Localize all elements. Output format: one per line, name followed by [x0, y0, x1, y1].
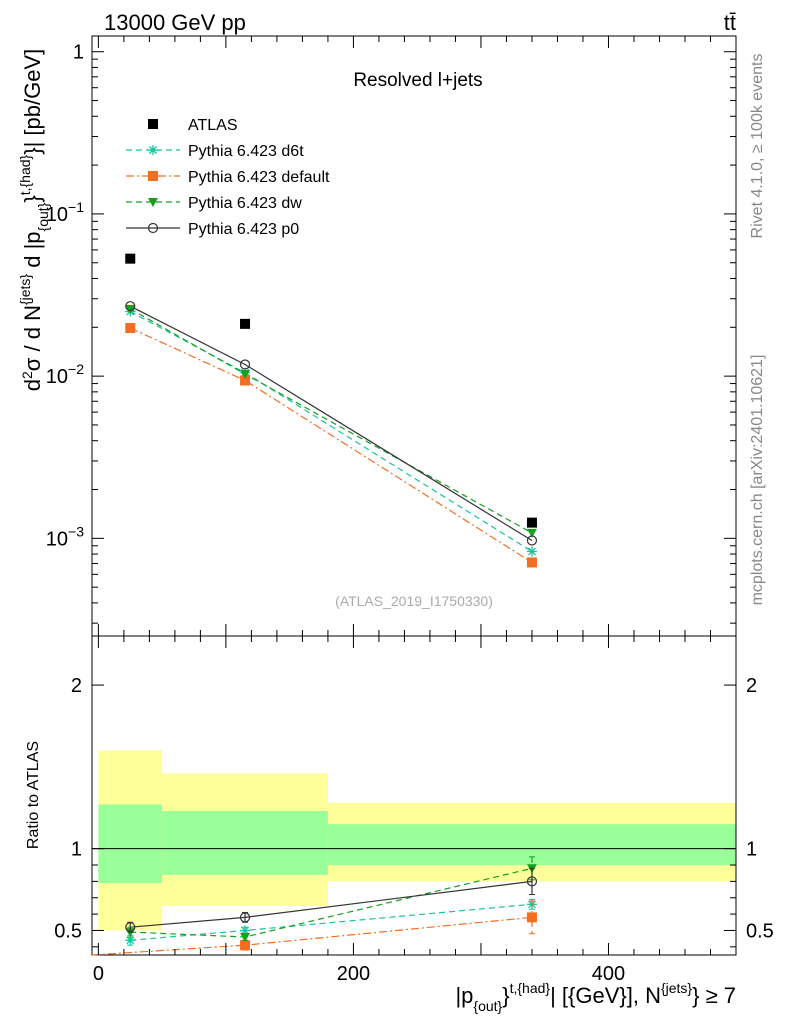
legend-label: ATLAS	[188, 117, 238, 134]
ratio-data-point	[239, 912, 251, 923]
x-tick-label: 0	[93, 963, 104, 985]
uncertainty-band-green	[162, 811, 328, 875]
ratio-series-line	[91, 916, 533, 956]
main-title: Resolved l+jets	[353, 70, 482, 91]
ratio-y-tick-label-right: 0.5	[746, 920, 774, 942]
main-series-line	[129, 305, 533, 541]
main-panel: Resolved l+jets (ATLAS_2019_I1750330) 1 1…	[17, 35, 737, 637]
energy-label: 13000 GeV pp	[104, 10, 246, 35]
main-data-point	[125, 253, 136, 264]
ratio-y-tick-label: 0.5	[54, 920, 82, 942]
legend-label: Pythia 6.423 dw	[188, 195, 302, 212]
x-axis-label: |p{out}}t,{had}| [{GeV}], N{jets}} ≥ 7	[455, 980, 736, 1014]
main-y-tick-label: 10−2	[46, 361, 84, 388]
legend-label: Pythia 6.423 default	[188, 169, 330, 186]
main-data-point	[526, 535, 538, 546]
mcplots-label: mcplots.cern.ch [arXiv:2401.10621]	[749, 355, 766, 606]
main-y-tick-label: 10−3	[46, 523, 84, 550]
x-tick-label: 400	[592, 963, 625, 985]
main-data-point	[125, 304, 136, 314]
legend-label: Pythia 6.423 d6t	[188, 143, 304, 160]
ratio-frame	[91, 635, 737, 956]
ratio-y-tick-label-right: 1	[746, 839, 757, 861]
main-y-tick-label: 10−1	[46, 199, 84, 226]
main-data-point	[125, 323, 136, 334]
legend-marker	[148, 198, 158, 207]
legend-marker	[147, 222, 159, 234]
main-series-line	[129, 311, 533, 552]
process-label: tt̄	[724, 10, 736, 35]
uncertainty-band-green	[98, 804, 163, 884]
main-y-tick-label: 1	[73, 42, 84, 64]
main-data-point	[526, 517, 537, 528]
main-data-point	[240, 370, 251, 380]
main-data-point	[526, 557, 537, 568]
main-series-line	[129, 308, 533, 534]
ratio-y-tick-label: 2	[71, 675, 82, 697]
ratio-data-point	[240, 940, 251, 951]
ratio-data-point	[526, 912, 537, 923]
legend: ATLAS Pythia 6.423 d6t Pythia 6.423 defaul…	[126, 117, 330, 238]
legend-marker	[148, 119, 158, 129]
x-tick-label: 200	[337, 963, 370, 985]
ratio-panel: 0.5 0.5 1 1 2 2 0 200 400 Ratio to ATLAS |p{out…	[25, 635, 774, 1014]
main-data-point	[239, 359, 251, 370]
ratio-y-tick-label: 1	[71, 839, 82, 861]
ratio-data-point	[526, 876, 538, 887]
main-data-point	[125, 301, 136, 312]
legend-label: Pythia 6.423 p0	[188, 221, 299, 238]
legend-marker	[148, 171, 158, 181]
main-y-axis-label: d2σ / d N{jets} d |p{out}}t,{had}}| [pb/…	[17, 49, 51, 391]
ratio-y-axis-label: Ratio to ATLAS	[25, 741, 42, 849]
svg-text:d2σ / d N{jets} d |p{out}}t,{h: d2σ / d N{jets} d |p{out}}t,{had}}| [pb/…	[17, 49, 51, 391]
watermark: (ATLAS_2019_I1750330)	[335, 593, 493, 609]
main-data-point	[526, 528, 537, 538]
ratio-data-point	[125, 935, 136, 946]
ratio-data-point	[125, 922, 136, 933]
ratio-y-tick-label-right: 2	[746, 675, 757, 697]
legend-marker	[148, 145, 158, 155]
main-data-point	[526, 546, 537, 557]
rivet-label: Rivet 4.1.0, ≥ 100k events	[749, 54, 766, 239]
main-data-point	[240, 375, 251, 386]
main-series-line	[130, 327, 533, 563]
ratio-data-point	[240, 933, 251, 943]
svg-text:|p{out}}t,{had}| [{GeV}], N{je: |p{out}}t,{had}| [{GeV}], N{jets}} ≥ 7	[455, 980, 736, 1014]
main-data-point	[240, 318, 251, 329]
